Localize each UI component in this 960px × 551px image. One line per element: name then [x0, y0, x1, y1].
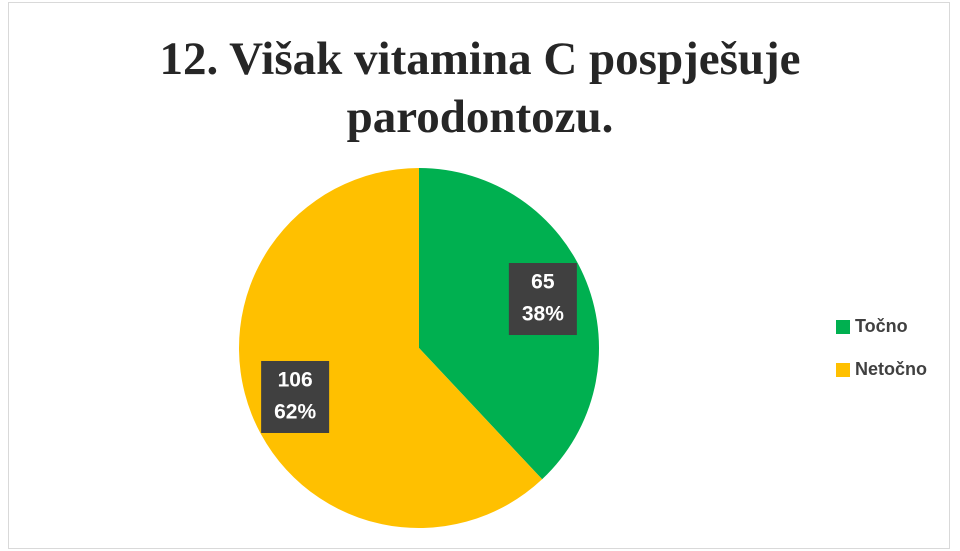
data-label-value: 65 [531, 271, 555, 294]
chart-title: 12. Višak vitamina C pospješuje parodont… [159, 33, 801, 143]
legend-swatch [836, 363, 850, 377]
legend-label: Točno [855, 316, 908, 336]
pie-slice [239, 168, 543, 528]
legend-swatch [836, 320, 850, 334]
chart-frame [8, 2, 950, 549]
legend-label: Netočno [855, 359, 927, 379]
data-label-percent: 38% [522, 303, 564, 326]
data-label-value: 106 [278, 369, 313, 392]
data-label-box [261, 360, 330, 433]
data-label-box [508, 263, 577, 336]
data-label-percent: 62% [274, 401, 316, 424]
